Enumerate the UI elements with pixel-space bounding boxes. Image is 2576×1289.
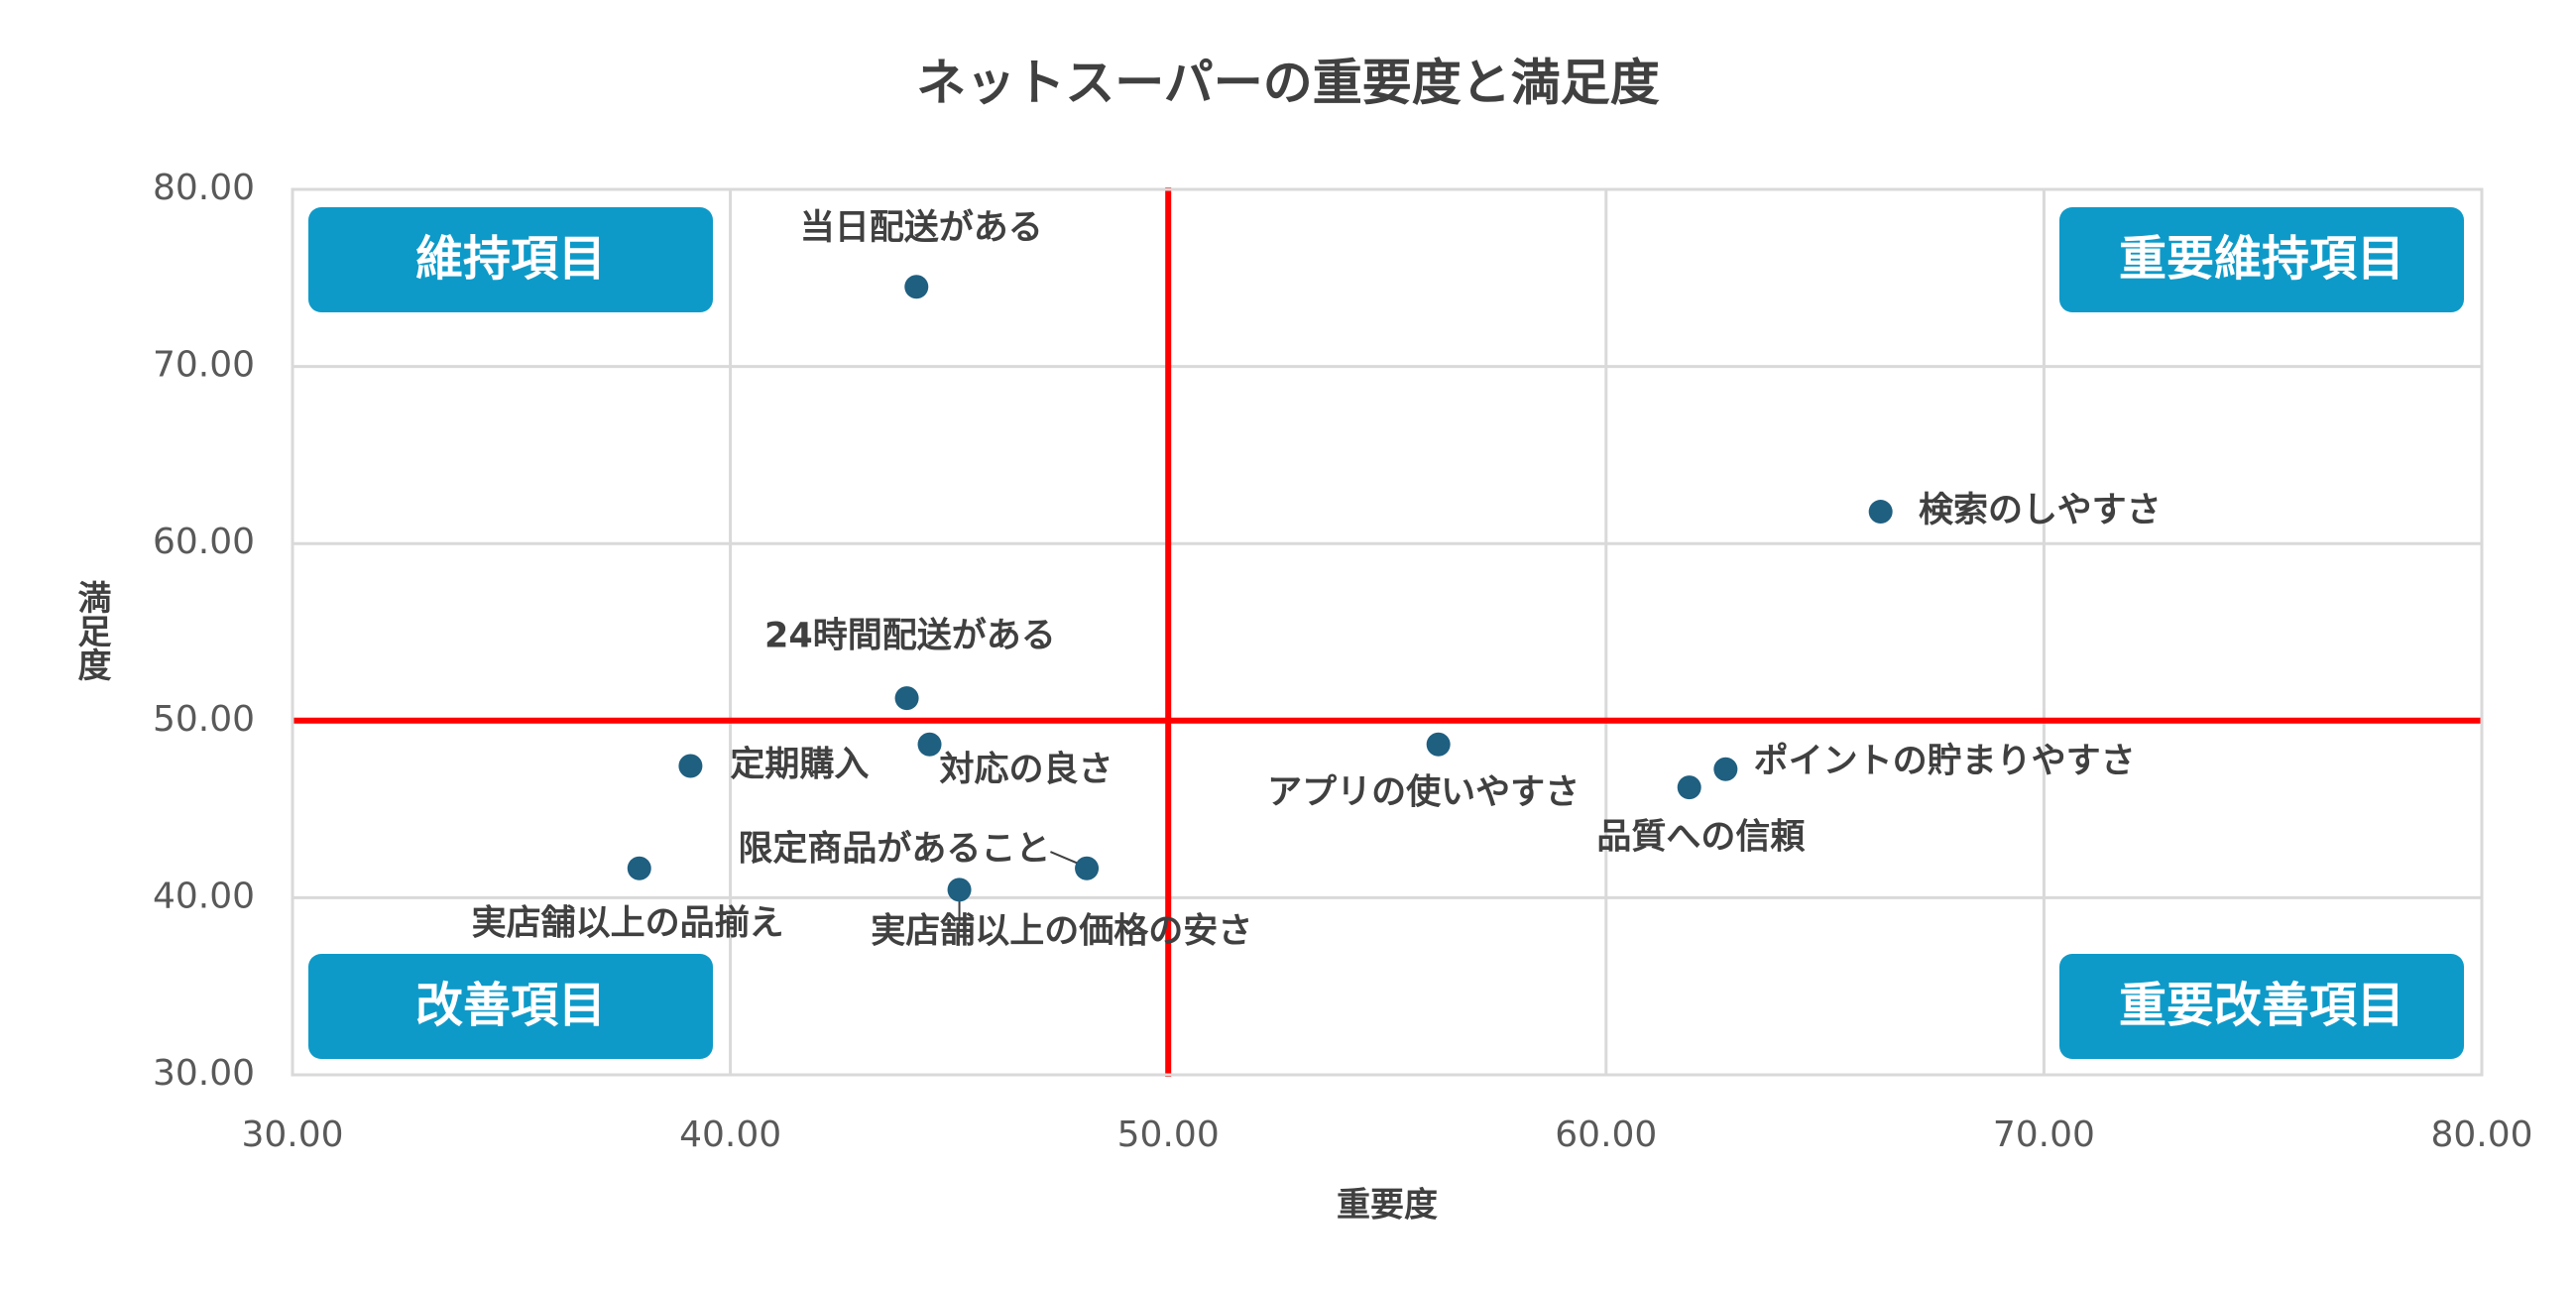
point-label: 検索のしやすさ [1919,491,2162,530]
x-tick-label: 40.00 [679,1114,781,1155]
quadrant-box [2059,954,2464,1059]
quadrant-label: 改善項目 [415,978,606,1033]
point [894,686,919,711]
plot-border [291,187,2484,1077]
point-label: 限定商品があること [738,829,1050,869]
quadrant-box [2059,207,2464,312]
point [1426,732,1451,757]
point-label: 当日配送がある [800,208,1043,248]
point-label: 実店舗以上の価格の安さ [871,912,1252,952]
quadrant-label: 維持項目 [415,231,606,287]
point-label: 定期購入 [730,746,869,785]
quadrant-label: 重要維持項目 [2119,231,2404,287]
y-tick-label: 40.00 [153,876,255,916]
point [678,754,703,778]
x-tick-label: 50.00 [1117,1114,1220,1155]
y-axis-title: 満足度 [71,580,111,681]
quadrant-label: 重要改善項目 [2119,978,2404,1033]
x-axis-title: 重要度 [1337,1186,1438,1226]
point [1868,500,1893,525]
point [904,275,929,299]
y-tick-label: 80.00 [153,168,255,208]
quadrant-box [308,954,713,1059]
quadrant-box [308,207,713,312]
x-tick-label: 80.00 [2430,1114,2532,1155]
point-label: ポイントの貯まりやすさ [1754,741,2136,781]
y-tick-label: 50.00 [153,699,255,740]
x-tick-label: 70.00 [1993,1114,2095,1155]
y-tick-label: 70.00 [153,345,255,386]
x-tick-label: 60.00 [1555,1114,1657,1155]
point [917,732,942,757]
y-tick-label: 60.00 [153,522,255,562]
point [1713,757,1738,781]
point [1075,856,1100,880]
point [627,856,651,880]
x-tick-label: 30.00 [241,1114,343,1155]
chart-title: ネットスーパーの重要度と満足度 [916,55,1660,112]
point [1677,775,1701,800]
point [947,878,972,902]
point-label: アプリの使いやすさ [1267,773,1580,813]
y-tick-label: 30.00 [153,1053,255,1094]
point-label: 対応の良さ [940,750,1113,789]
point-label: 品質への信頼 [1596,818,1806,858]
point-label: 実店舗以上の品揃え [472,903,784,943]
point-label: 24時間配送がある [764,617,1056,656]
